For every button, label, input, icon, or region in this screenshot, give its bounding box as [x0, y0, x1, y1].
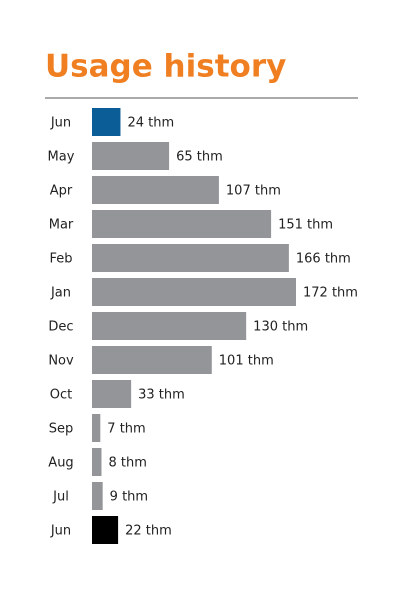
- category-label: Mar: [49, 218, 74, 233]
- bar: [92, 176, 219, 204]
- bar: [92, 380, 132, 408]
- value-label: 166 thm: [296, 252, 351, 267]
- value-label: 172 thm: [303, 286, 358, 301]
- bar: [92, 414, 101, 442]
- category-label: Aug: [48, 456, 73, 471]
- value-label: 9 thm: [110, 490, 148, 505]
- category-label: Dec: [48, 320, 73, 335]
- category-label: Jul: [52, 490, 69, 505]
- bar: [92, 482, 103, 510]
- bar: [92, 516, 119, 544]
- bar: [92, 346, 212, 374]
- bar: [92, 210, 272, 238]
- category-label: Feb: [49, 252, 72, 267]
- value-label: 22 thm: [125, 524, 172, 539]
- bar: [92, 448, 102, 476]
- value-label: 101 thm: [219, 354, 274, 369]
- bar: [92, 142, 170, 170]
- value-label: 24 thm: [127, 116, 174, 131]
- chart-title: Usage history: [45, 49, 286, 85]
- category-label: Jan: [50, 286, 71, 301]
- value-label: 65 thm: [176, 150, 223, 165]
- bar: [92, 278, 296, 306]
- category-label: Oct: [50, 388, 72, 403]
- bar: [92, 244, 289, 272]
- category-label: Jun: [50, 524, 71, 539]
- category-label: May: [48, 150, 75, 165]
- value-label: 151 thm: [278, 218, 333, 233]
- bar: [92, 108, 121, 136]
- category-label: Sep: [49, 422, 74, 437]
- bar: [92, 312, 247, 340]
- category-label: Apr: [50, 184, 73, 199]
- category-label: Jun: [50, 116, 71, 131]
- value-label: 7 thm: [107, 422, 145, 437]
- value-label: 107 thm: [226, 184, 281, 199]
- value-label: 8 thm: [108, 456, 146, 471]
- value-label: 130 thm: [253, 320, 308, 335]
- value-label: 33 thm: [138, 388, 185, 403]
- category-label: Nov: [48, 354, 74, 369]
